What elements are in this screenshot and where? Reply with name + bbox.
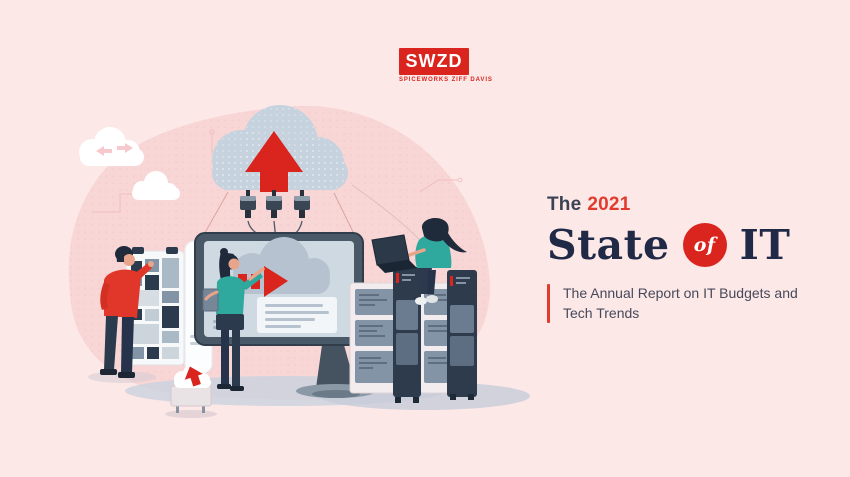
server-racks [349, 267, 477, 403]
title-prefix: The [547, 194, 582, 215]
title-word-state: State [547, 220, 670, 269]
swzd-logo-box: SWZD [399, 48, 469, 75]
server-tower-middle [393, 267, 421, 403]
upload-cloud-icon [212, 105, 348, 218]
server-tower-right [447, 270, 477, 400]
page-title: State of IT [547, 223, 798, 267]
engineer-red-shirt [100, 246, 154, 378]
developer-on-servers [371, 217, 467, 305]
cart-upload-arrow-icon [184, 366, 203, 387]
of-badge: of [682, 223, 727, 267]
upload-arrow-icon [245, 131, 303, 192]
title-word-it: IT [739, 220, 791, 269]
subtitle: The Annual Report on IT Budgets and Tech… [547, 284, 798, 324]
title-block: The 2021 State of IT The Annual Report on… [547, 194, 798, 324]
subtitle-line-2: Tech Trends [563, 304, 640, 321]
swzd-logo: SWZD SPICEWORKS ZIFF DAVIS [399, 48, 493, 83]
subtitle-line-1: The Annual Report on IT Budgets and [563, 285, 798, 301]
cloud-cart [170, 364, 212, 413]
swzd-logo-tagline: SPICEWORKS ZIFF DAVIS [399, 77, 493, 83]
subtitle-text: The Annual Report on IT Budgets and Tech… [563, 284, 798, 323]
plug-connectors [240, 190, 310, 218]
title-year: 2021 [587, 194, 631, 215]
analyst-pointing [202, 248, 265, 391]
title-line-1: The 2021 [547, 194, 798, 216]
decorative-cloud-icon [79, 127, 180, 200]
subtitle-accent-bar [547, 284, 550, 324]
